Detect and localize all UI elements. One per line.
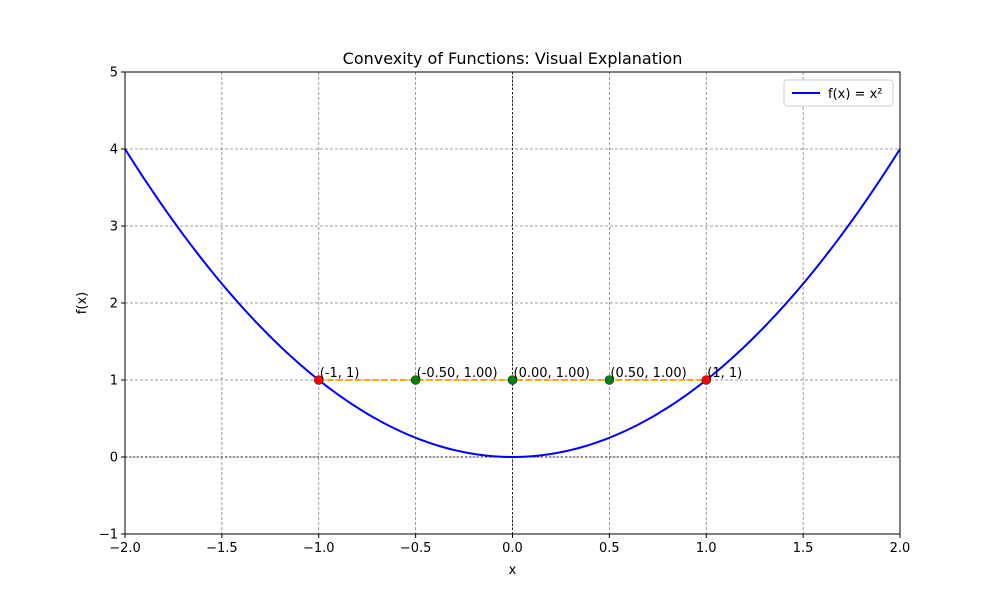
x-tick-label: 0.0 <box>502 541 523 556</box>
legend-box <box>783 79 894 107</box>
endpoint-marker-label: (-1, 1) <box>320 366 360 381</box>
endpoint-marker-label: (1, 1) <box>707 366 742 381</box>
x-tick-label: 1.0 <box>696 541 717 556</box>
x-tick-label: −0.5 <box>400 541 432 556</box>
annotations: (-1, 1) (1, 1) (-0.50, 1.00) (0.00, 1.00) (0… <box>320 366 742 381</box>
interpolated-point-marker <box>507 375 518 385</box>
y-tick-label: 1 <box>110 374 118 389</box>
legend-entry-label: f(x) = x² <box>828 87 882 102</box>
y-tick-label: 0 <box>110 451 118 466</box>
interpolated-point-marker <box>410 375 421 385</box>
y-tick-label: 4 <box>110 143 118 158</box>
x-tick-label: 1.5 <box>793 541 814 556</box>
endpoint-marker <box>701 375 712 385</box>
chart-title: Convexity of Functions: Visual Explanati… <box>343 49 683 68</box>
y-tick-label: 5 <box>110 66 118 81</box>
interpolated-point-marker-label: (0.00, 1.00) <box>514 366 590 381</box>
legend: f(x) = x² <box>783 79 894 107</box>
x-tick-label: −1.0 <box>303 541 335 556</box>
interpolated-point-marker-label: (-0.50, 1.00) <box>417 366 498 381</box>
y-tick-label: 3 <box>110 220 118 235</box>
x-tick-label: −1.5 <box>206 541 238 556</box>
x-tick-label: 2.0 <box>890 541 911 556</box>
points-layer <box>313 375 712 385</box>
interpolated-point-marker <box>604 375 615 385</box>
x-tick-label: 0.5 <box>599 541 620 556</box>
endpoint-marker <box>313 375 324 385</box>
x-tick-label: −2.0 <box>109 541 141 556</box>
y-axis-ticks: −1 0 1 2 3 4 5 <box>99 66 125 543</box>
x-axis-ticks: −2.0 −1.5 −1.0 −0.5 0.0 0.5 1.0 1.5 2.0 <box>109 534 910 556</box>
series-line <box>124 148 901 459</box>
x-axis-label: x <box>509 563 517 578</box>
y-axis-label: f(x) <box>75 292 90 314</box>
y-tick-label: −1 <box>99 528 118 543</box>
y-tick-label: 2 <box>110 297 118 312</box>
interpolated-point-marker-label: (0.50, 1.00) <box>610 366 686 381</box>
series-layer <box>124 148 901 459</box>
